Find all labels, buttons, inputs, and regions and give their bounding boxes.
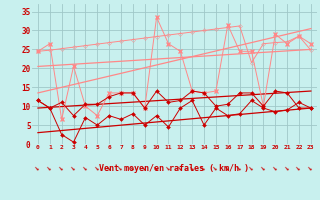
Text: ↓: ↓ <box>70 165 77 172</box>
Text: ↓: ↓ <box>212 165 220 172</box>
Text: ↓: ↓ <box>94 165 101 172</box>
Text: ↓: ↓ <box>295 165 303 172</box>
Text: ↓: ↓ <box>248 165 255 172</box>
Text: ↓: ↓ <box>82 165 89 172</box>
Text: ↓: ↓ <box>284 165 291 172</box>
Text: ↓: ↓ <box>117 165 124 172</box>
X-axis label: Vent moyen/en rafales ( km/h ): Vent moyen/en rafales ( km/h ) <box>100 164 249 173</box>
Text: ↓: ↓ <box>46 165 53 172</box>
Text: ↓: ↓ <box>307 165 315 172</box>
Text: ↓: ↓ <box>177 165 184 172</box>
Text: ↓: ↓ <box>34 165 42 172</box>
Text: ↓: ↓ <box>129 165 137 172</box>
Text: ↓: ↓ <box>224 165 231 172</box>
Text: ↓: ↓ <box>153 165 160 172</box>
Text: ↓: ↓ <box>200 165 208 172</box>
Text: ↓: ↓ <box>272 165 279 172</box>
Text: ↓: ↓ <box>106 165 113 172</box>
Text: ↓: ↓ <box>165 165 172 172</box>
Text: ↓: ↓ <box>236 165 243 172</box>
Text: ↓: ↓ <box>58 165 65 172</box>
Text: ↓: ↓ <box>260 165 267 172</box>
Text: ↓: ↓ <box>188 165 196 172</box>
Text: ↓: ↓ <box>141 165 148 172</box>
